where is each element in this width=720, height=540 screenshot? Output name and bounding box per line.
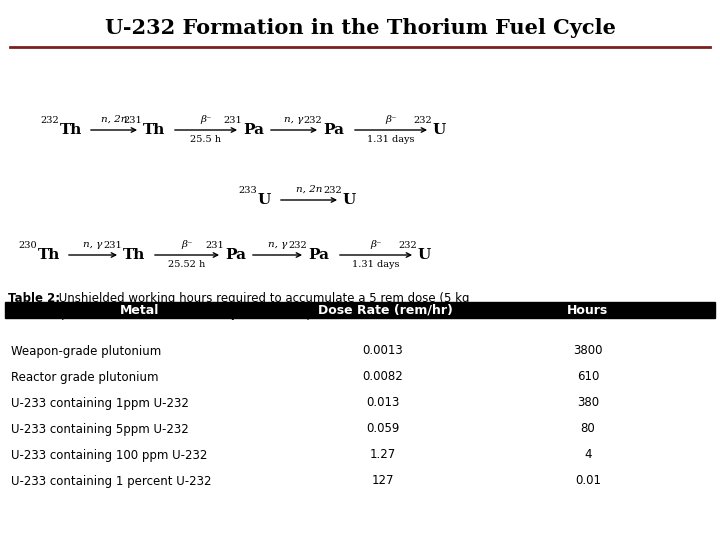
Text: Hours: Hours xyxy=(567,303,608,316)
Text: U-233 containing 1ppm U-232: U-233 containing 1ppm U-232 xyxy=(11,396,189,409)
Text: β⁻: β⁻ xyxy=(370,240,382,249)
Text: Pa: Pa xyxy=(225,248,246,262)
Text: 232: 232 xyxy=(288,241,307,250)
Text: Table 2:: Table 2: xyxy=(8,292,60,305)
Text: Th: Th xyxy=(60,123,82,137)
Text: 230: 230 xyxy=(19,241,37,250)
Text: Dose Rate (rem/hr): Dose Rate (rem/hr) xyxy=(318,303,452,316)
Text: 25.52 h: 25.52 h xyxy=(168,260,206,269)
Text: 380: 380 xyxy=(577,396,599,409)
Text: U-233 containing 100 ppm U-232: U-233 containing 100 ppm U-232 xyxy=(11,449,207,462)
Text: Pa: Pa xyxy=(243,123,264,137)
Text: 0.0082: 0.0082 xyxy=(363,370,403,383)
Text: 233: 233 xyxy=(238,186,257,195)
Text: 0.059: 0.059 xyxy=(366,422,400,435)
Text: U: U xyxy=(418,248,431,262)
Text: U: U xyxy=(433,123,446,137)
Text: Pa: Pa xyxy=(323,123,344,137)
Text: n, γ: n, γ xyxy=(268,240,287,249)
Text: 0.0013: 0.0013 xyxy=(363,345,403,357)
Text: 231: 231 xyxy=(223,116,242,125)
Text: β⁻: β⁻ xyxy=(181,240,193,249)
Text: U-233 containing 1 percent U-232: U-233 containing 1 percent U-232 xyxy=(11,475,212,488)
Text: 1.27: 1.27 xyxy=(370,449,396,462)
Text: 232: 232 xyxy=(303,116,322,125)
Text: 25.5 h: 25.5 h xyxy=(191,135,222,144)
Text: U: U xyxy=(343,193,356,207)
Text: 80: 80 xyxy=(580,422,595,435)
Text: n, γ: n, γ xyxy=(84,240,103,249)
Text: n, 2n: n, 2n xyxy=(296,185,322,194)
Text: 0.013: 0.013 xyxy=(366,396,400,409)
Text: 232: 232 xyxy=(413,116,432,125)
Text: 1.31 days: 1.31 days xyxy=(367,135,415,144)
Text: Weapon-grade plutonium: Weapon-grade plutonium xyxy=(11,345,161,357)
Text: U-233 containing 5ppm U-232: U-233 containing 5ppm U-232 xyxy=(11,422,189,435)
Text: 232: 232 xyxy=(40,116,59,125)
Text: 231: 231 xyxy=(123,116,142,125)
Text: 231: 231 xyxy=(103,241,122,250)
Text: Th: Th xyxy=(123,248,145,262)
Text: 610: 610 xyxy=(577,370,599,383)
Text: Metal: Metal xyxy=(120,303,160,316)
Bar xyxy=(5,302,715,318)
Text: 0.01: 0.01 xyxy=(575,475,601,488)
Text: U: U xyxy=(258,193,271,207)
Text: 4: 4 xyxy=(584,449,592,462)
Text: β⁻: β⁻ xyxy=(385,115,397,124)
Text: 232: 232 xyxy=(398,241,417,250)
Text: 127: 127 xyxy=(372,475,395,488)
Text: 232: 232 xyxy=(323,186,342,195)
Text: Unshielded working hours required to accumulate a 5 rem dose (5 kg
sphere of met: Unshielded working hours required to acc… xyxy=(55,292,469,320)
Text: 3800: 3800 xyxy=(573,345,603,357)
Text: Pa: Pa xyxy=(308,248,329,262)
Text: n, 2n: n, 2n xyxy=(101,115,127,124)
Text: Th: Th xyxy=(143,123,166,137)
Text: U-232 Formation in the Thorium Fuel Cycle: U-232 Formation in the Thorium Fuel Cycl… xyxy=(104,18,616,38)
Text: 231: 231 xyxy=(205,241,224,250)
Text: Reactor grade plutonium: Reactor grade plutonium xyxy=(11,370,158,383)
Text: n, γ: n, γ xyxy=(284,115,304,124)
Text: Th: Th xyxy=(38,248,60,262)
Text: 1.31 days: 1.31 days xyxy=(352,260,400,269)
Text: β⁻: β⁻ xyxy=(200,115,212,124)
